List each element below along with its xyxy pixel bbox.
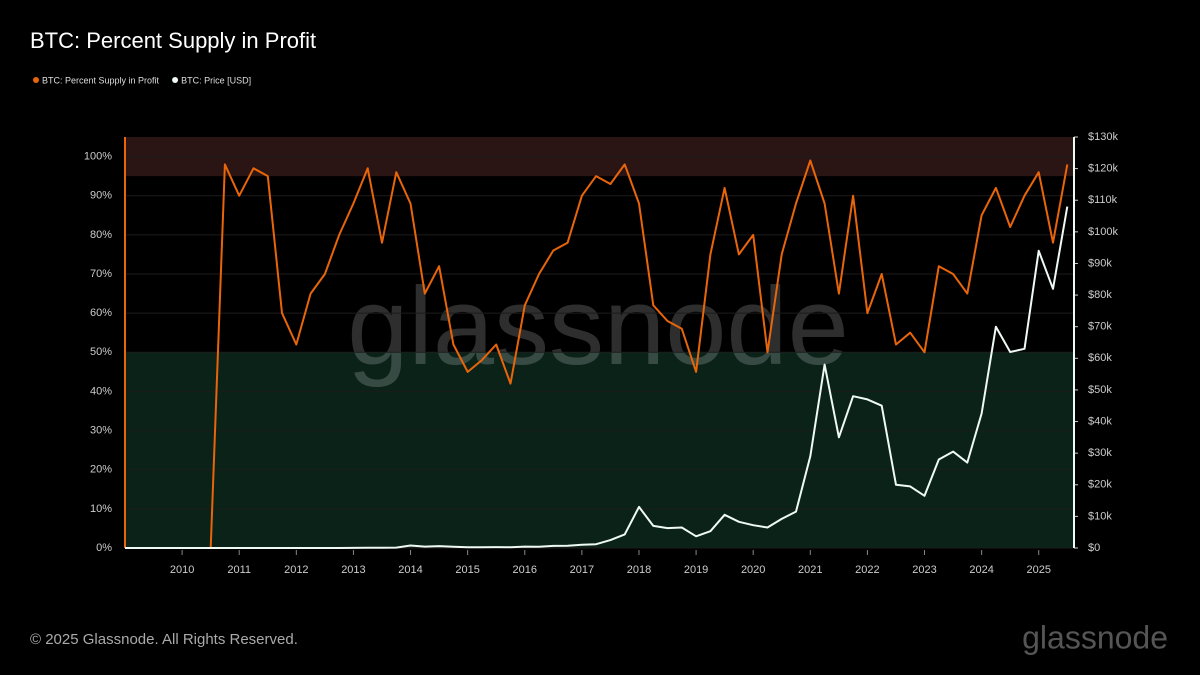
y-tick-label: 60% [90,307,112,319]
x-tick-label: 2025 [1026,564,1050,576]
y-tick-label: 70% [90,268,112,280]
y-tick-label: 10% [90,503,112,515]
x-tick-label: 2020 [741,564,765,576]
chart-title: BTC: Percent Supply in Profit [30,28,316,53]
x-tick-label: 2011 [227,564,251,576]
y-tick-label: 30% [90,424,112,436]
y-tick-label: 80% [90,229,112,241]
y2-tick-label: $50k [1088,384,1112,396]
y2-tick-label: $10k [1088,510,1112,522]
y2-tick-label: $0 [1088,542,1100,554]
y-tick-label: 40% [90,385,112,397]
y2-tick-label: $20k [1088,479,1112,491]
footer: © 2025 Glassnode. All Rights Reserved. [30,631,298,648]
x-tick-label: 2017 [570,564,594,576]
y2-tick-label: $70k [1088,321,1112,333]
x-tick-label: 2023 [912,564,936,576]
y-tick-label: 50% [90,346,112,358]
y2-tick-label: $110k [1088,194,1118,206]
legend-marker [172,77,179,83]
y2-tick-label: $130k [1088,131,1118,143]
y2-tick-label: $120k [1088,163,1118,175]
y2-tick-label: $60k [1088,352,1112,364]
band [125,352,1073,548]
y-tick-label: 20% [90,464,112,476]
x-tick-label: 2013 [341,564,365,576]
legend-marker [33,77,39,83]
x-tick-label: 2021 [798,564,822,576]
x-tick-label: 2015 [455,564,479,576]
x-tick-label: 2018 [627,564,651,576]
x-tick-label: 2010 [170,564,194,576]
series-line [125,206,1069,549]
legend-label: BTC: Percent Supply in Profit [42,75,160,85]
x-tick-label: 2016 [513,564,537,576]
legend-label: BTC: Price [USD] [181,75,251,85]
y2-tick-label: $80k [1088,289,1112,301]
y2-tick-label: $100k [1088,226,1118,238]
series-line [125,159,1069,549]
logo: glassnode [1022,619,1168,655]
y2-tick-label: $40k [1088,415,1112,427]
y2-tick-label: $30k [1088,447,1112,459]
x-tick-label: 2012 [284,564,308,576]
x-tick-label: 2024 [969,564,993,576]
y-tick-label: 90% [90,190,112,202]
x-tick-label: 2019 [684,564,708,576]
x-tick-label: 2014 [398,564,422,576]
x-tick-label: 2022 [855,564,879,576]
y-tick-label: 100% [84,150,112,162]
y2-tick-label: $90k [1088,257,1112,269]
y-tick-label: 0% [96,542,112,554]
